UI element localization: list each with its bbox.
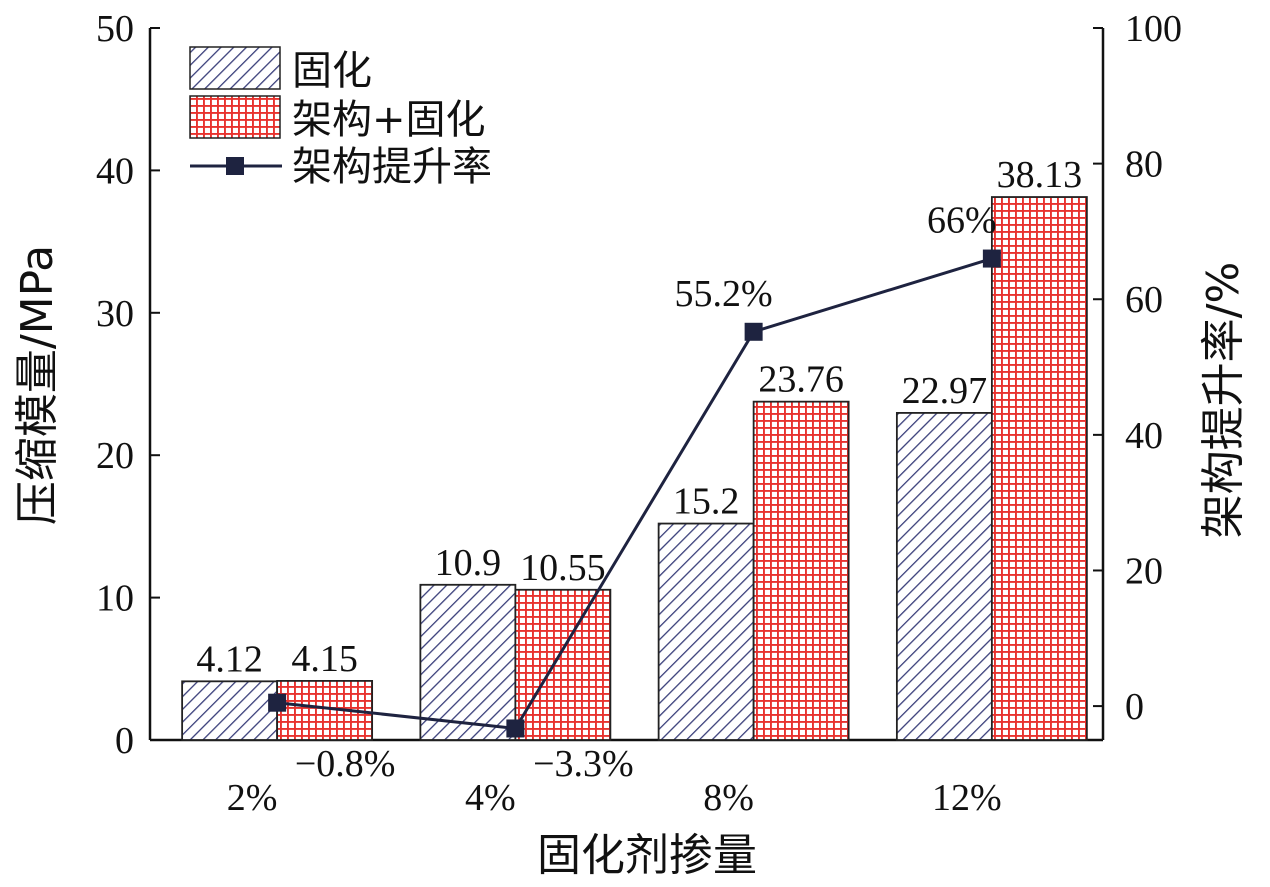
y2-axis-title: 架构提升率/% — [1198, 262, 1249, 539]
legend-label-framework-solidified: 架构+固化 — [292, 97, 486, 143]
y-tick-label: 40 — [96, 150, 134, 192]
improvement-rate-label: 55.2% — [675, 273, 773, 315]
bar-value-label: 4.15 — [291, 638, 358, 680]
y-tick-label: 0 — [115, 720, 134, 762]
legend-swatch-solidified — [189, 46, 281, 90]
improvement-rate-point — [744, 322, 763, 341]
axes: 0 10 20 30 40 50 0 20 40 60 80 100 2% 4% 8% 12% — [96, 8, 1182, 819]
improvement-rate-point — [268, 693, 287, 712]
legend-label-improvement-rate: 架构提升率 — [292, 144, 492, 190]
legend-label-solidified: 固化 — [292, 48, 372, 94]
y2-tick-label: 40 — [1125, 415, 1163, 457]
bar-value-label: 22.97 — [902, 370, 988, 412]
bar-value-label: 4.12 — [196, 638, 263, 680]
x-tick-label: 2% — [227, 777, 278, 819]
bars — [181, 196, 1088, 741]
legend: 固化 架构+固化 架构提升率 — [189, 46, 492, 190]
y2-tick-label: 0 — [1125, 686, 1144, 728]
improvement-rate-label: 66% — [927, 200, 997, 242]
bar-framework-solidified — [514, 588, 612, 741]
bar-solidified — [657, 522, 755, 741]
improvement-rate-label: −0.8% — [295, 743, 396, 785]
bar-solidified — [419, 583, 517, 741]
data-labels: 4.12 4.15 10.9 10.55 15.2 23.76 22.97 38.13 −0.8… — [196, 154, 1082, 785]
bar-framework-solidified — [990, 196, 1088, 741]
bar-framework-solidified — [752, 400, 850, 741]
legend-line-marker — [226, 157, 244, 175]
improvement-rate-point — [506, 719, 525, 738]
y2-tick-label: 100 — [1125, 8, 1182, 50]
y-axis-title: 压缩模量/MPa — [12, 245, 63, 525]
y2-tick-label: 60 — [1125, 279, 1163, 321]
bar-value-label: 10.9 — [435, 542, 502, 584]
y-tick-label: 30 — [96, 293, 134, 335]
y-tick-label: 10 — [96, 578, 134, 620]
y2-tick-label: 80 — [1125, 144, 1163, 186]
bar-value-label: 15.2 — [673, 481, 740, 523]
bar-value-label: 23.76 — [758, 359, 844, 401]
x-axis-title: 固化剂掺量 — [537, 830, 757, 881]
y-tick-label: 50 — [96, 8, 134, 50]
y2-tick-label: 20 — [1125, 550, 1163, 592]
bar-value-label: 38.13 — [997, 154, 1083, 196]
improvement-rate-label: −3.3% — [533, 743, 634, 785]
bar-solidified — [181, 680, 279, 741]
improvement-rate-point — [982, 249, 1001, 268]
x-tick-label: 4% — [465, 777, 516, 819]
x-tick-label: 12% — [932, 777, 1002, 819]
improvement-rate-line — [276, 257, 993, 731]
y-tick-label: 20 — [96, 435, 134, 477]
bar-solidified — [895, 412, 993, 741]
x-tick-label: 8% — [703, 777, 754, 819]
line-series — [268, 249, 1001, 738]
legend-swatch-framework-solidified — [189, 95, 281, 139]
bar-value-label: 10.55 — [520, 547, 606, 589]
